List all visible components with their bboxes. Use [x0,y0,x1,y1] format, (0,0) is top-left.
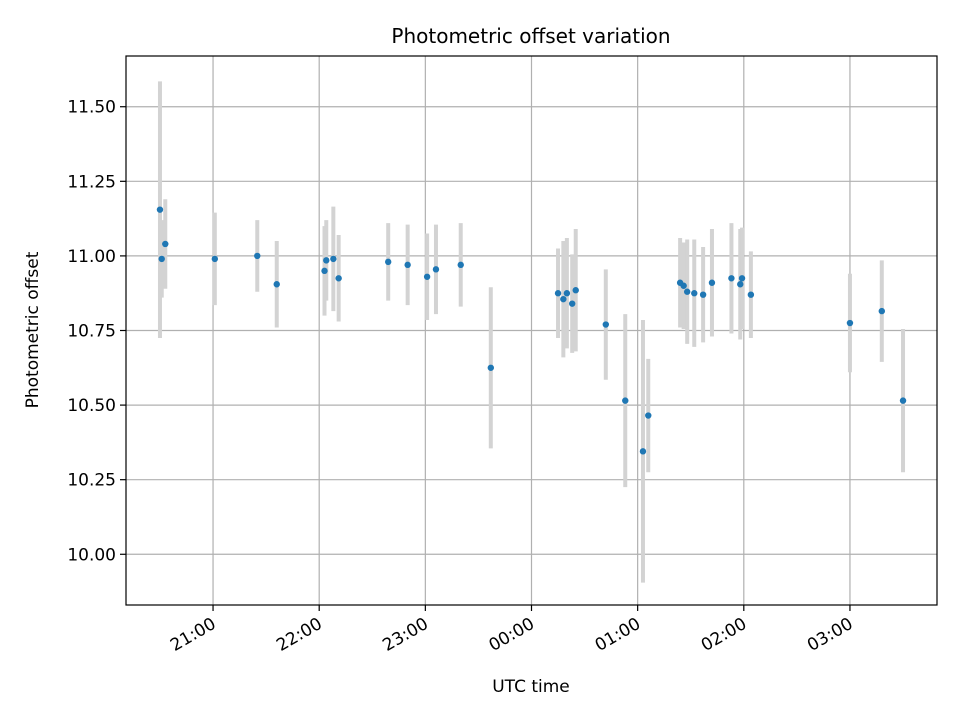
y-tick-label: 11.00 [67,247,116,267]
y-axis-label: Photometric offset [23,251,43,408]
x-tick-label: 22:00 [273,614,325,656]
y-axis-ticks: 10.00 10.25 10.50 10.75 11.00 11.25 11.50 [67,98,126,565]
data-point [560,295,567,303]
data-point [323,257,330,264]
x-axis-ticks: 21:00 22:00 23:00 00:00 01:00 02:00 03:00 [167,605,856,656]
data-point [737,281,744,288]
data-point [423,273,431,280]
data-point [683,288,691,295]
y-tick-label: 10.75 [67,322,116,342]
data-point [457,261,464,269]
data-point [254,252,261,260]
data-point [335,275,342,282]
x-tick-label: 21:00 [167,614,219,656]
data-point [572,287,579,294]
y-tick-label: 10.00 [67,545,116,565]
data-point [321,267,328,275]
data-point [404,261,411,269]
data-point [432,266,440,273]
data-point [728,275,735,282]
chart-title: Photometric offset variation [391,24,670,48]
x-tick-label: 02:00 [698,614,750,656]
data-point [899,397,907,404]
data-point [330,255,337,263]
data-point [846,319,854,327]
data-point [158,255,165,263]
y-tick-label: 10.25 [67,471,116,491]
y-tick-label: 11.50 [67,98,116,118]
data-point [645,412,652,419]
data-point [568,300,576,307]
y-tick-label: 10.50 [67,396,116,416]
grid-lines [126,56,937,605]
data-point [273,281,280,288]
data-point [622,397,629,404]
data-point [747,291,755,298]
data-point [211,255,219,263]
data-point [738,275,746,282]
data-point [602,321,610,328]
data-point [691,290,698,297]
x-axis-label: UTC time [492,677,570,697]
data-point [680,282,687,289]
data-point [708,279,716,286]
data-points [156,206,907,455]
x-tick-label: 01:00 [592,614,644,656]
x-tick-label: 23:00 [379,614,431,656]
data-point [639,448,647,455]
data-point [156,206,164,213]
data-point [384,258,392,266]
data-point [162,240,169,248]
data-point [554,290,562,297]
data-point [563,290,571,297]
y-tick-label: 11.25 [67,172,116,192]
x-tick-label: 00:00 [486,614,538,656]
data-point [699,291,707,298]
data-point [878,307,886,315]
data-point [487,364,495,371]
x-tick-label: 03:00 [804,614,856,656]
